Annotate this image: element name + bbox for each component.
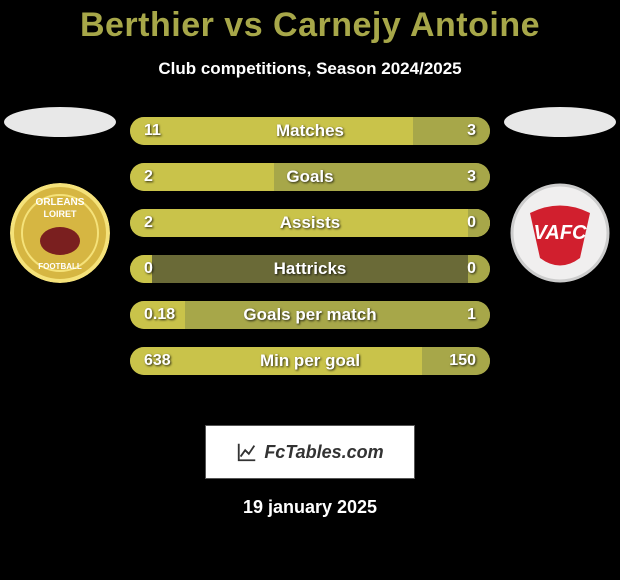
svg-text:ORLEANS: ORLEANS <box>36 197 85 208</box>
left-player-silhouette <box>4 107 116 137</box>
stat-row: 23Goals <box>130 163 490 191</box>
stat-row: 0.181Goals per match <box>130 301 490 329</box>
right-player-column: VAFC <box>500 107 620 283</box>
stat-label: Assists <box>130 209 490 237</box>
stat-label: Min per goal <box>130 347 490 375</box>
stat-row: 00Hattricks <box>130 255 490 283</box>
svg-text:FOOTBALL: FOOTBALL <box>38 262 82 271</box>
right-player-silhouette <box>504 107 616 137</box>
stat-label: Hattricks <box>130 255 490 283</box>
comparison-chart: ORLEANS LOIRET FOOTBALL VAFC 113Matches 2… <box>0 117 620 407</box>
fctables-logo[interactable]: FcTables.com <box>205 425 415 479</box>
subtitle: Club competitions, Season 2024/2025 <box>0 59 620 79</box>
left-team-crest: ORLEANS LOIRET FOOTBALL <box>10 183 110 283</box>
stat-row: 638150Min per goal <box>130 347 490 375</box>
stat-row: 20Assists <box>130 209 490 237</box>
stats-bars: 113Matches 23Goals 20Assists 00Hattricks 0.1… <box>130 117 490 375</box>
logo-text: FcTables.com <box>264 442 383 463</box>
left-player-column: ORLEANS LOIRET FOOTBALL <box>0 107 120 283</box>
chart-icon <box>236 441 258 463</box>
stat-label: Matches <box>130 117 490 145</box>
right-team-crest: VAFC <box>510 183 610 283</box>
date-text: 19 january 2025 <box>0 497 620 518</box>
stat-label: Goals <box>130 163 490 191</box>
stat-label: Goals per match <box>130 301 490 329</box>
stat-row: 113Matches <box>130 117 490 145</box>
svg-text:VAFC: VAFC <box>534 222 588 244</box>
svg-text:LOIRET: LOIRET <box>44 209 78 219</box>
page-title: Berthier vs Carnejy Antoine <box>0 0 620 45</box>
